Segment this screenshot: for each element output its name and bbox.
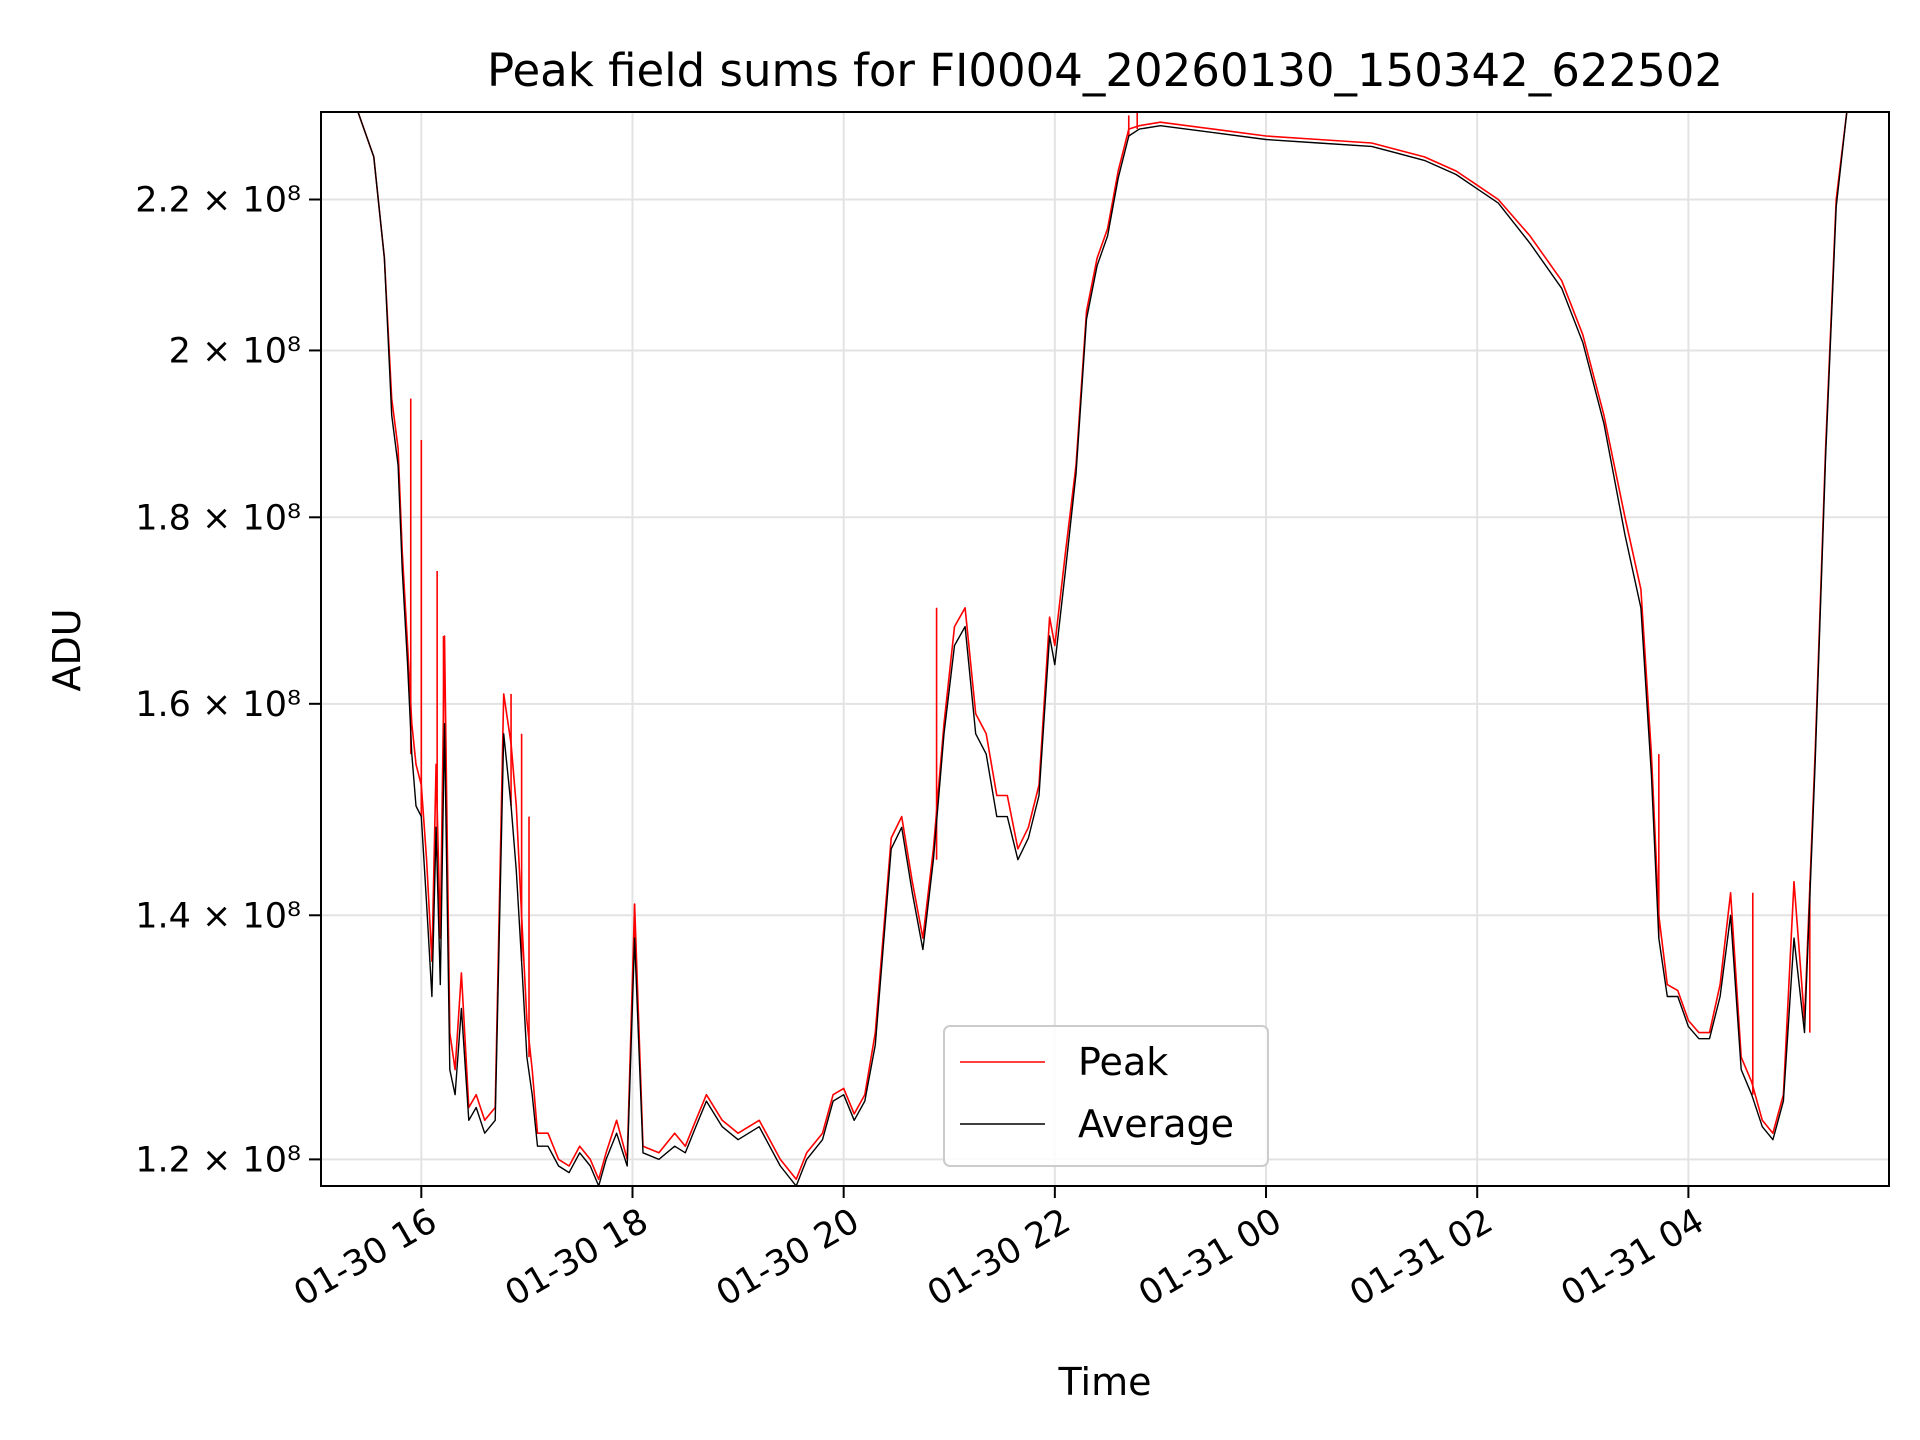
y-tick-label: 2 × 10⁸ <box>169 331 301 371</box>
x-tick-label: 01-31 04 <box>1555 1201 1711 1314</box>
peak-spikes <box>409 112 1811 1095</box>
y-tick-label: 1.4 × 10⁸ <box>135 896 301 936</box>
y-tick-label: 2.2 × 10⁸ <box>135 181 301 221</box>
legend-label-average: Average <box>1078 1102 1234 1146</box>
x-tick-label: 01-30 22 <box>921 1201 1077 1314</box>
y-tick-label: 1.2 × 10⁸ <box>135 1140 301 1180</box>
x-tick-label: 01-31 00 <box>1132 1201 1288 1314</box>
y-axis-label: ADU <box>45 608 89 691</box>
legend-label-peak: Peak <box>1078 1040 1168 1084</box>
x-tick-label: 01-31 02 <box>1343 1201 1499 1314</box>
series-line-average <box>357 112 1879 1186</box>
series-line-peak <box>357 112 1879 1181</box>
grid-layer <box>321 112 1889 1186</box>
y-axis-ticks: 1.2 × 10⁸ 1.4 × 10⁸ 1.6 × 10⁸ 1.8 × 10⁸ 2 × … <box>135 181 321 1180</box>
x-axis-ticks: 01-30 16 01-30 18 01-30 20 01-30 22 01-31 00… <box>288 1186 1711 1314</box>
y-tick-label: 1.8 × 10⁸ <box>135 498 301 538</box>
legend-box <box>943 1025 1269 1167</box>
y-tick-label: 1.6 × 10⁸ <box>135 685 301 725</box>
x-axis-label: Time <box>1058 1360 1152 1404</box>
legend: Peak Average <box>943 1025 1269 1167</box>
plot-frame <box>320 111 1890 1187</box>
x-tick-label: 01-30 16 <box>288 1201 444 1314</box>
series-layer <box>357 112 1879 1186</box>
chart-title: Peak field sums for FI0004_20260130_1503… <box>487 44 1723 97</box>
x-tick-label: 01-30 18 <box>499 1201 655 1314</box>
x-tick-label: 01-30 20 <box>710 1201 866 1314</box>
